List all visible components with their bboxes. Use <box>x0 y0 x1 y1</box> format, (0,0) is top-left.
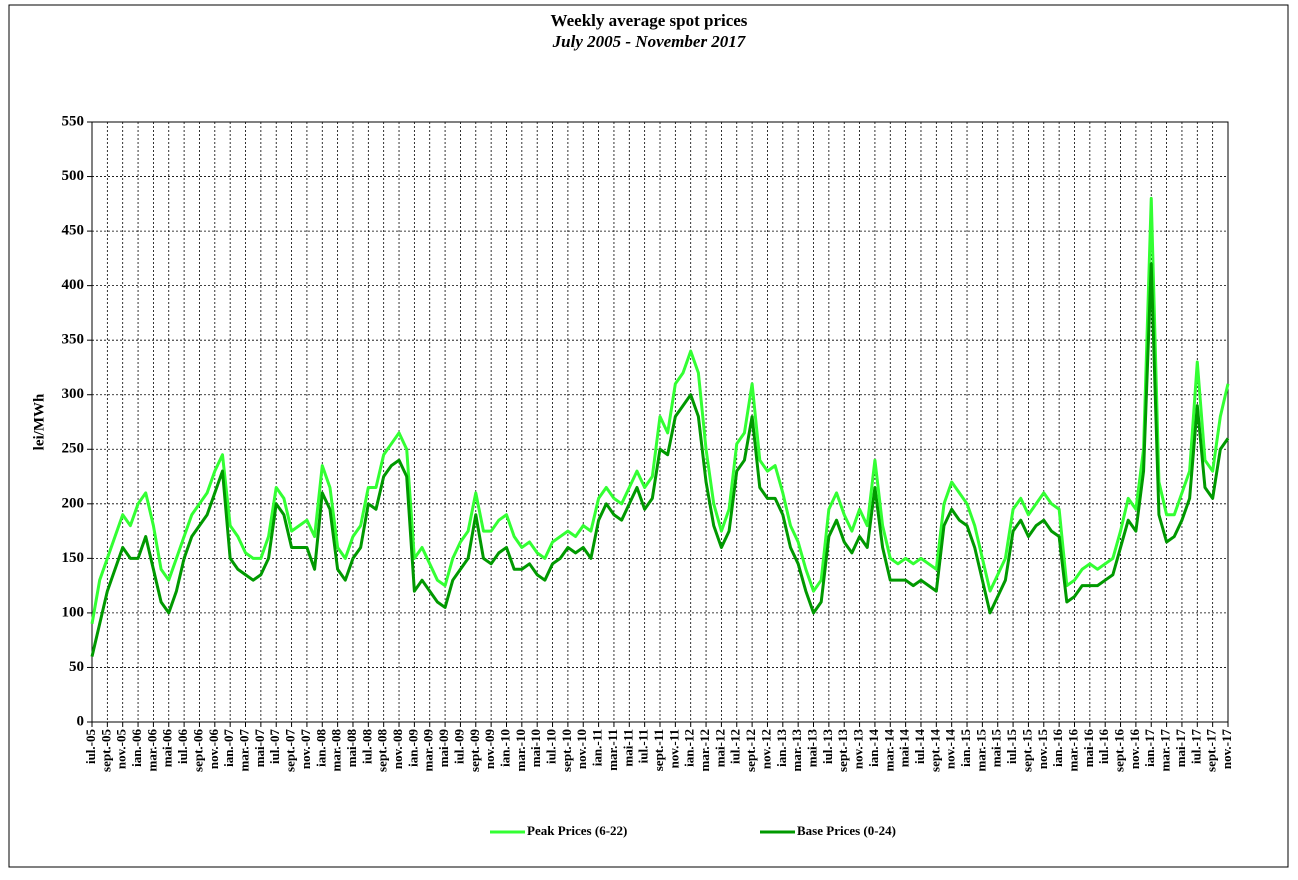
y-tick-label: 50 <box>69 659 84 675</box>
x-tick-label: ian.-15 <box>958 729 973 767</box>
x-tick-label: sept.-15 <box>1019 729 1034 772</box>
y-tick-label: 250 <box>62 441 85 457</box>
x-tick-label: nov.-09 <box>482 729 497 770</box>
x-tick-label: mar.-16 <box>1065 729 1080 772</box>
x-tick-label: mai-06 <box>160 729 175 768</box>
x-tick-label: mai-15 <box>989 729 1004 768</box>
x-tick-label: nov.-05 <box>114 729 129 770</box>
x-tick-label: ian.-08 <box>313 729 328 767</box>
x-tick-label: sept.-08 <box>375 729 390 772</box>
x-tick-label: sept.-11 <box>651 729 666 771</box>
x-tick-label: iul.-12 <box>728 729 743 764</box>
x-tick-label: ian.-07 <box>221 729 236 767</box>
x-tick-label: mar.-10 <box>513 729 528 772</box>
y-axis-label: lei/MWh <box>31 393 47 450</box>
x-tick-label: ian.-12 <box>682 729 697 767</box>
x-tick-label: mar.-17 <box>1158 729 1173 772</box>
x-tick-label: sept.-06 <box>190 729 205 772</box>
x-tick-label: mar.-11 <box>605 729 620 771</box>
x-tick-label: nov.-15 <box>1035 729 1050 770</box>
x-tick-label: sept.-09 <box>467 729 482 772</box>
x-tick-label: iul.-08 <box>359 729 374 765</box>
x-tick-label: iul.-06 <box>175 729 190 765</box>
x-tick-label: sept.-10 <box>559 729 574 772</box>
y-tick-label: 150 <box>62 550 85 566</box>
x-tick-label: sept.-07 <box>283 729 298 772</box>
x-tick-label: iul.-13 <box>820 729 835 765</box>
series-line <box>90 196 1230 625</box>
x-tick-label: ian.-09 <box>405 729 420 767</box>
x-tick-label: sept.-14 <box>927 729 942 772</box>
chart-title: Weekly average spot prices <box>551 11 748 30</box>
legend-label: Peak Prices (6-22) <box>527 823 627 838</box>
x-tick-label: nov.-08 <box>390 729 405 770</box>
x-tick-label: mai-13 <box>804 729 819 768</box>
x-tick-label: nov.-07 <box>298 729 313 770</box>
x-tick-label: iul.-10 <box>544 729 559 764</box>
y-tick-label: 500 <box>62 168 85 184</box>
x-tick-label: ian.-10 <box>497 729 512 767</box>
x-tick-label: nov.-14 <box>943 729 958 770</box>
x-tick-label: nov.-17 <box>1219 729 1234 770</box>
x-tick-label: iul.-15 <box>1004 729 1019 765</box>
x-tick-label: iul.-17 <box>1188 729 1203 765</box>
x-tick-label: sept.-05 <box>98 729 113 772</box>
x-tick-label: nov.-11 <box>666 729 681 768</box>
x-tick-label: nov.-12 <box>758 729 773 769</box>
x-tick-label: ian.-13 <box>774 729 789 767</box>
y-tick-label: 0 <box>77 713 85 729</box>
x-tick-label: ian.-11 <box>590 729 605 766</box>
x-tick-label: mai-16 <box>1081 729 1096 768</box>
x-tick-label: sept.-13 <box>835 729 850 772</box>
series-line <box>90 262 1230 657</box>
legend-label: Base Prices (0-24) <box>797 823 896 838</box>
x-tick-label: sept.-17 <box>1204 729 1219 772</box>
x-tick-label: mai-14 <box>897 729 912 768</box>
y-tick-label: 450 <box>62 223 85 239</box>
y-tick-label: 350 <box>62 332 85 348</box>
x-tick-label: mar.-07 <box>236 729 251 772</box>
x-tick-label: sept.-12 <box>743 729 758 772</box>
x-tick-label: mar.-09 <box>421 729 436 772</box>
x-tick-label: iul.-11 <box>636 729 651 763</box>
x-tick-label: nov.-10 <box>574 729 589 769</box>
y-tick-label: 300 <box>62 386 85 402</box>
x-tick-label: iul.-07 <box>267 729 282 765</box>
x-tick-label: mai-07 <box>252 729 267 768</box>
x-tick-label: mar.-06 <box>144 729 159 772</box>
x-tick-label: nov.-13 <box>851 729 866 770</box>
x-tick-label: mai-10 <box>528 729 543 767</box>
x-tick-label: mai-11 <box>620 729 635 767</box>
x-tick-label: iul.-16 <box>1096 729 1111 765</box>
y-tick-label: 200 <box>62 495 85 511</box>
chart-subtitle: July 2005 - November 2017 <box>552 32 747 51</box>
x-tick-label: ian.-06 <box>129 729 144 767</box>
x-tick-label: sept.-16 <box>1112 729 1127 772</box>
x-tick-label: mar.-12 <box>697 729 712 772</box>
x-tick-label: ian.-17 <box>1142 729 1157 767</box>
x-tick-label: mar.-15 <box>973 729 988 772</box>
x-tick-label: iul.-05 <box>83 729 98 765</box>
x-tick-label: mai-12 <box>712 729 727 767</box>
x-tick-label: mar.-13 <box>789 729 804 772</box>
x-tick-label: ian.-16 <box>1050 729 1065 767</box>
x-tick-label: ian.-14 <box>866 729 881 767</box>
x-tick-label: mar.-08 <box>329 729 344 772</box>
y-tick-label: 100 <box>62 604 85 620</box>
x-tick-label: mai-09 <box>436 729 451 768</box>
x-tick-label: iul.-09 <box>451 729 466 765</box>
x-tick-label: mar.-14 <box>881 729 896 772</box>
y-tick-label: 550 <box>62 113 85 129</box>
x-tick-label: mai-08 <box>344 729 359 768</box>
y-tick-label: 400 <box>62 277 85 293</box>
x-tick-label: nov.-06 <box>206 729 221 770</box>
x-tick-label: iul.-14 <box>912 729 927 765</box>
x-tick-label: mai-17 <box>1173 729 1188 768</box>
x-tick-label: nov.-16 <box>1127 729 1142 770</box>
